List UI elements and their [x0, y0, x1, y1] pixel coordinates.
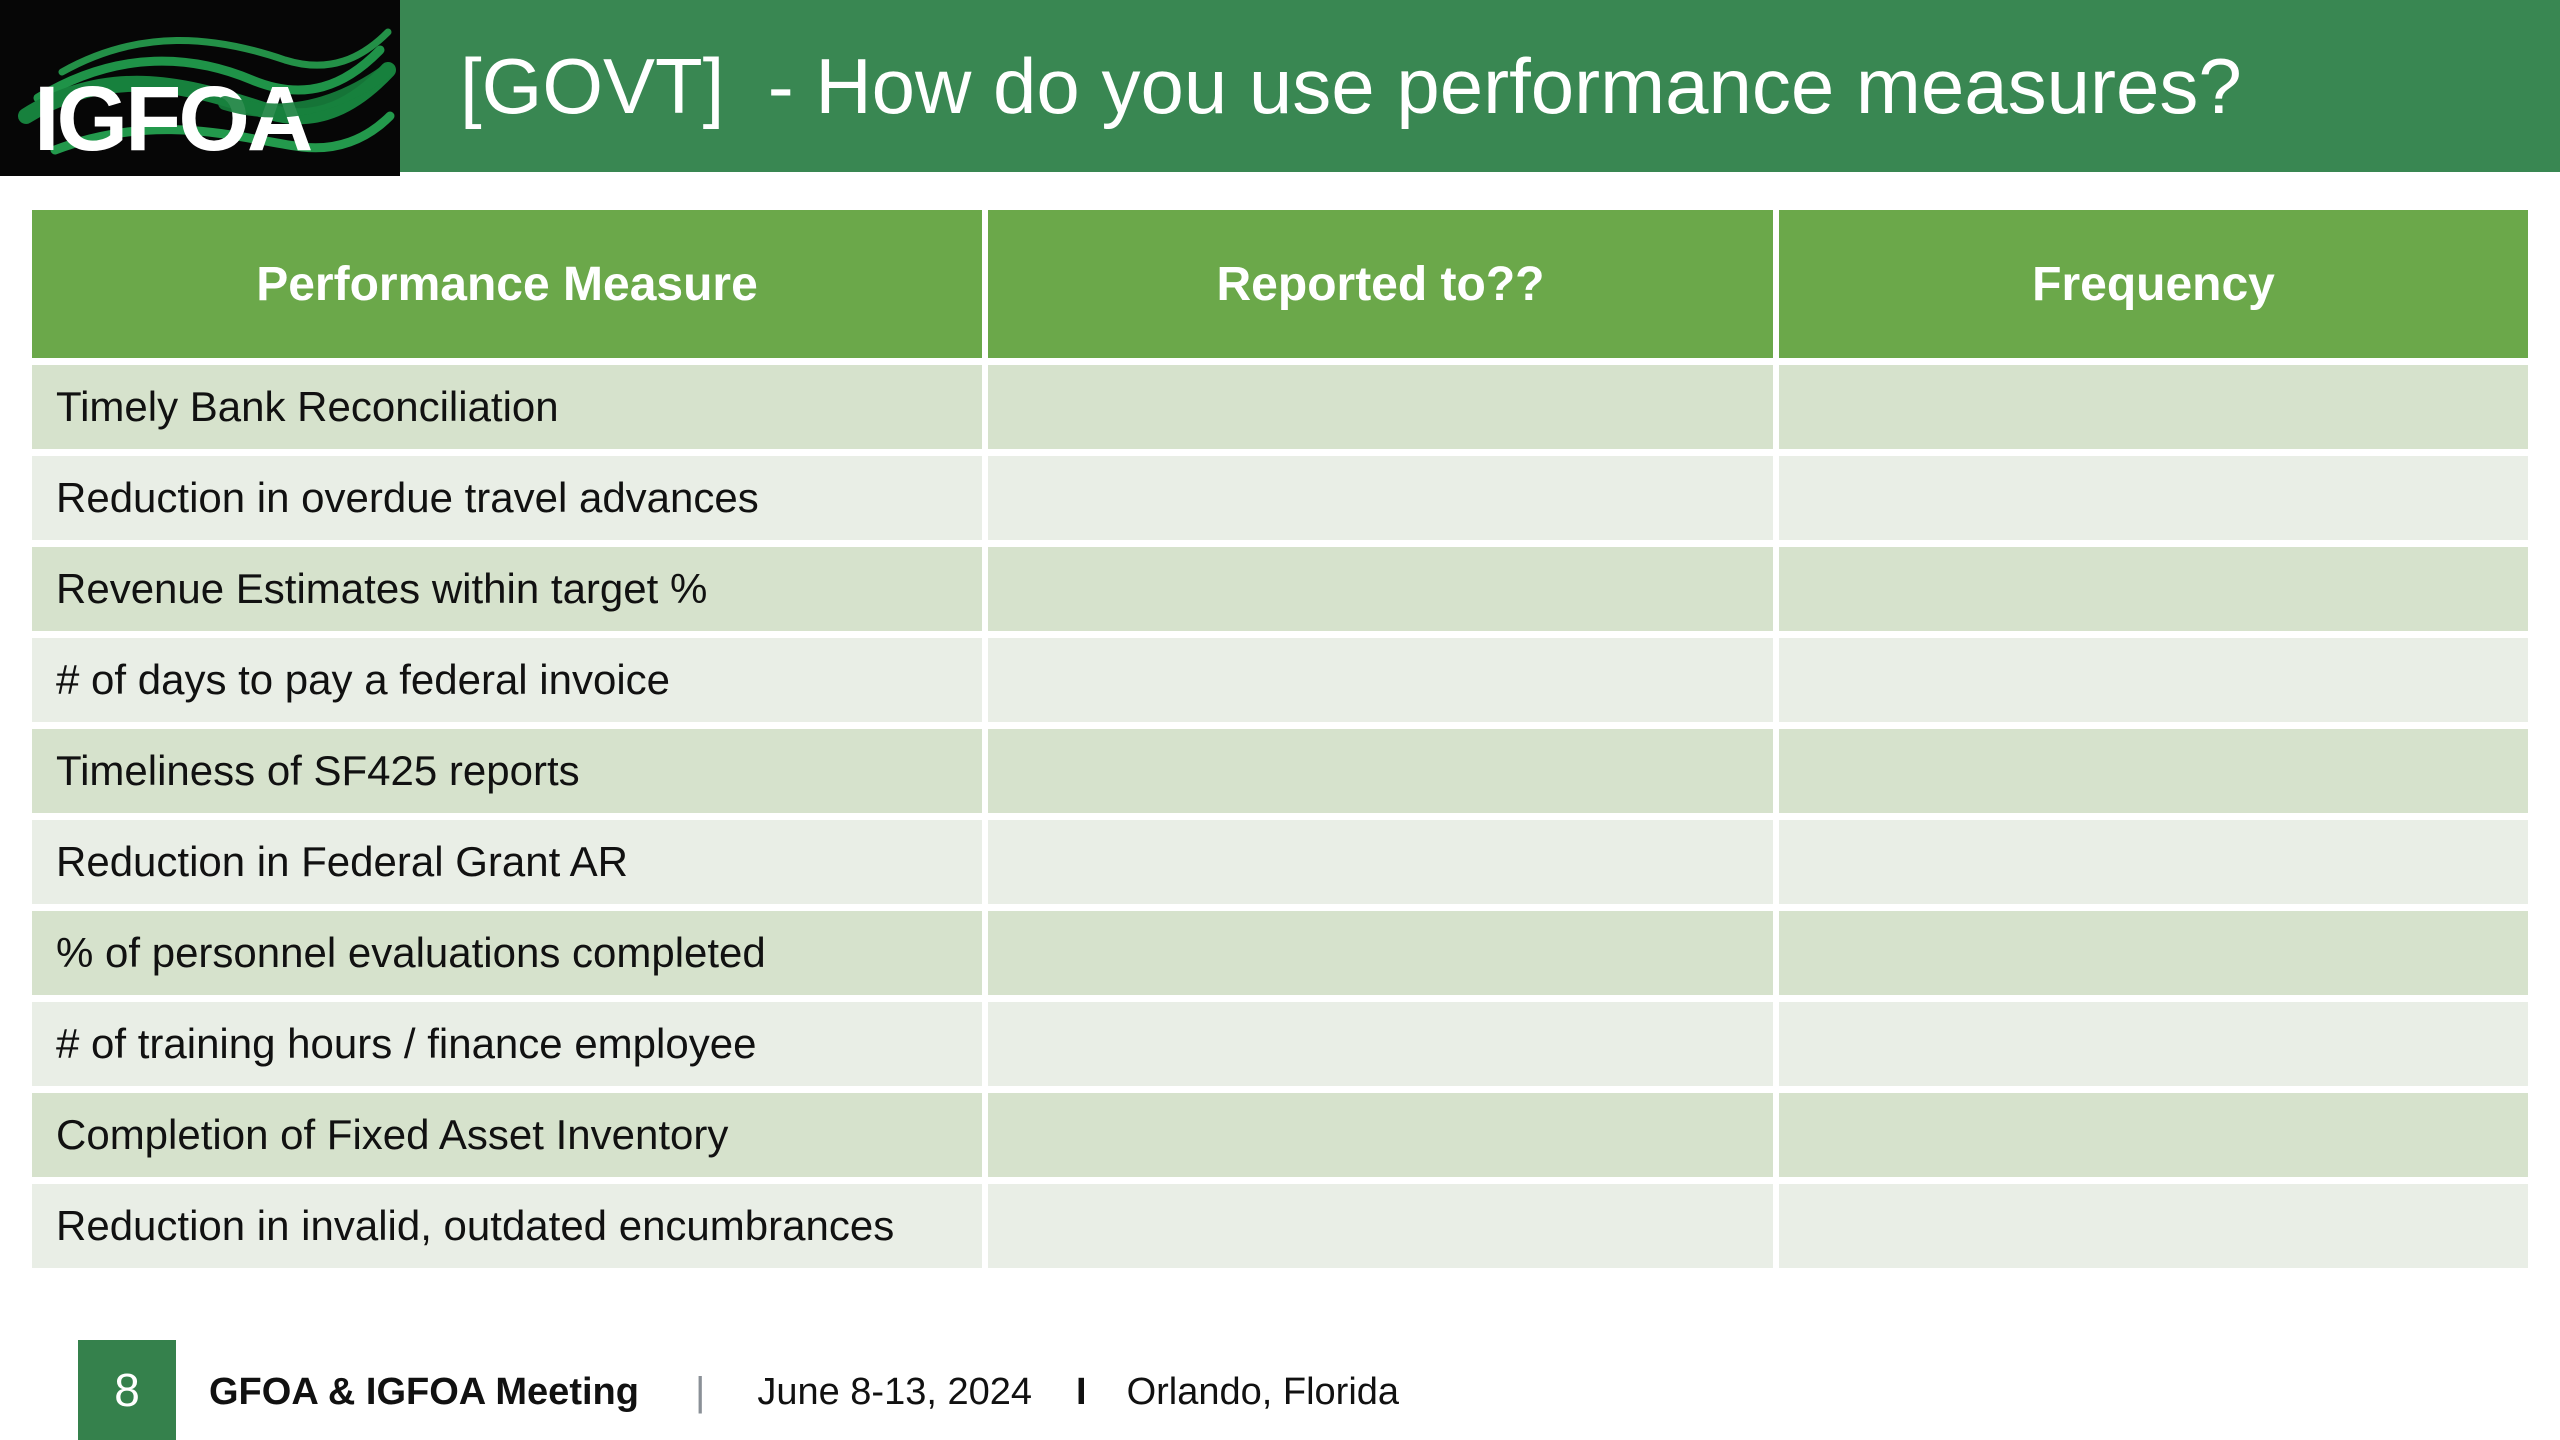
- frequency-cell: [1773, 547, 2528, 631]
- measure-cell: # of training hours / finance employee: [32, 1002, 982, 1086]
- page-number-badge: 8: [78, 1340, 176, 1440]
- table-row: # of training hours / finance employee: [32, 1002, 2528, 1086]
- measure-cell: % of personnel evaluations completed: [32, 911, 982, 995]
- reported-to-cell: [982, 1002, 1773, 1086]
- footer-location: Orlando, Florida: [1126, 1370, 1400, 1413]
- header-frequency: Frequency: [1773, 210, 2528, 358]
- table-row: Reduction in invalid, outdated encumbran…: [32, 1184, 2528, 1268]
- header-reported-to: Reported to??: [982, 210, 1773, 358]
- table-row: Completion of Fixed Asset Inventory: [32, 1093, 2528, 1177]
- table-row: Reduction in overdue travel advances: [32, 456, 2528, 540]
- igfoa-logo: IGFOA: [0, 0, 400, 176]
- header-performance-measure: Performance Measure: [32, 210, 982, 358]
- table-row: % of personnel evaluations completed: [32, 911, 2528, 995]
- measure-cell: Revenue Estimates within target %: [32, 547, 982, 631]
- footer-separator-1: |: [694, 1369, 706, 1414]
- reported-to-cell: [982, 1184, 1773, 1268]
- frequency-cell: [1773, 1002, 2528, 1086]
- reported-to-cell: [982, 729, 1773, 813]
- page-title: [GOVT] - How do you use performance meas…: [460, 41, 2242, 130]
- footer-date: June 8-13, 2024: [757, 1370, 1033, 1413]
- frequency-cell: [1773, 911, 2528, 995]
- frequency-cell: [1773, 1184, 2528, 1268]
- measure-cell: Reduction in Federal Grant AR: [32, 820, 982, 904]
- measure-cell: # of days to pay a federal invoice: [32, 638, 982, 722]
- reported-to-cell: [982, 638, 1773, 722]
- frequency-cell: [1773, 820, 2528, 904]
- footer-meeting-name: GFOA & IGFOA Meeting: [209, 1370, 639, 1413]
- reported-to-cell: [982, 820, 1773, 904]
- measure-cell: Reduction in overdue travel advances: [32, 456, 982, 540]
- table-header-row: Performance Measure Reported to?? Freque…: [32, 210, 2528, 358]
- table-row: # of days to pay a federal invoice: [32, 638, 2528, 722]
- table-row: Revenue Estimates within target %: [32, 547, 2528, 631]
- frequency-cell: [1773, 456, 2528, 540]
- reported-to-cell: [982, 456, 1773, 540]
- table-row: Timeliness of SF425 reports: [32, 729, 2528, 813]
- table-row: Reduction in Federal Grant AR: [32, 820, 2528, 904]
- frequency-cell: [1773, 1093, 2528, 1177]
- measures-table-wrap: Performance Measure Reported to?? Freque…: [32, 203, 2528, 1275]
- measure-cell: Reduction in invalid, outdated encumbran…: [32, 1184, 982, 1268]
- igfoa-logo-icon: IGFOA: [18, 28, 396, 170]
- reported-to-cell: [982, 1093, 1773, 1177]
- frequency-cell: [1773, 729, 2528, 813]
- title-banner: [0, 0, 2560, 172]
- frequency-cell: [1773, 365, 2528, 449]
- igfoa-logo-text: IGFOA: [34, 68, 312, 170]
- measure-cell: Timeliness of SF425 reports: [32, 729, 982, 813]
- reported-to-cell: [982, 547, 1773, 631]
- measures-table: Performance Measure Reported to?? Freque…: [32, 203, 2528, 1275]
- table-row: Timely Bank Reconciliation: [32, 365, 2528, 449]
- table-body: Timely Bank Reconciliation Reduction in o…: [32, 365, 2528, 1268]
- reported-to-cell: [982, 911, 1773, 995]
- measure-cell: Completion of Fixed Asset Inventory: [32, 1093, 982, 1177]
- frequency-cell: [1773, 638, 2528, 722]
- footer: GFOA & IGFOA Meeting | June 8-13, 2024 I…: [209, 1348, 1399, 1436]
- footer-separator-2: I: [1076, 1370, 1087, 1413]
- measure-cell: Timely Bank Reconciliation: [32, 365, 982, 449]
- reported-to-cell: [982, 365, 1773, 449]
